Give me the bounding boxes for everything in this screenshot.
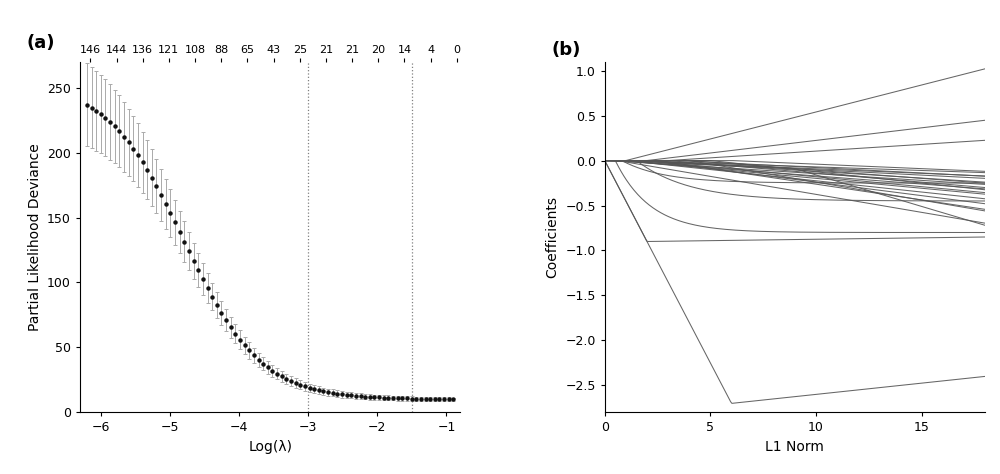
Y-axis label: Partial Likelihood Deviance: Partial Likelihood Deviance — [28, 143, 42, 331]
Y-axis label: Coefficients: Coefficients — [546, 196, 560, 278]
X-axis label: Log(λ): Log(λ) — [248, 440, 292, 454]
Text: (b): (b) — [552, 41, 581, 59]
Text: (a): (a) — [27, 34, 55, 52]
X-axis label: L1 Norm: L1 Norm — [765, 440, 824, 454]
